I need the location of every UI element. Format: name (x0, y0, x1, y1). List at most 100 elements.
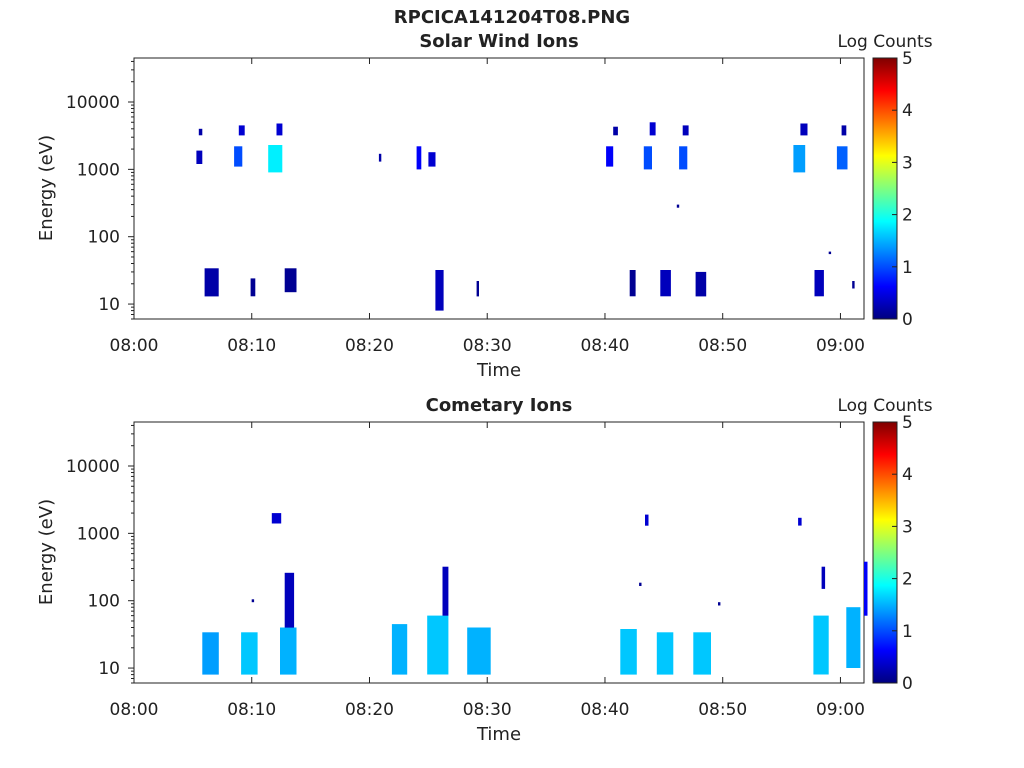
colorbar-1: Log Counts 0 1 2 3 4 5 (837, 32, 932, 330)
panel-2-data (202, 513, 868, 675)
panel-1-ytick-label-0: 10 (98, 295, 120, 315)
panel-1-patch-17 (836, 146, 848, 170)
colorbar-1-label: Log Counts (837, 32, 932, 52)
panel-2-patch-1 (241, 632, 258, 675)
colorbar-2-tick-label-3: 3 (902, 517, 913, 537)
panel-2-patch-11 (645, 514, 649, 526)
panel-2-patch-7 (427, 615, 449, 675)
panel-2-xtick-label-3: 08:30 (463, 700, 512, 720)
colorbar-2-tick-label-5: 5 (902, 413, 913, 433)
panel-1-patch-30 (852, 281, 855, 289)
panel-2-ytick-label-0: 10 (98, 659, 120, 679)
panel-1-patch-2 (234, 146, 243, 167)
panel-2-y-axis: 10 100 1000 10000 (66, 424, 134, 684)
cometary-panel: 08:00 08:10 08:20 08:30 08:40 08:50 09:00 1010… (36, 421, 868, 745)
panel-1-data (196, 122, 855, 311)
colorbar-1-tick-label-5: 5 (902, 49, 913, 69)
panel-1-xtick-label-0: 08:00 (110, 336, 159, 356)
panel-1-patch-0 (196, 150, 203, 164)
solar-wind-panel: 08:00 08:10 08:20 08:30 08:40 08:50 09:00 10 10… (36, 57, 865, 381)
panel-1-x-axis: 08:00 08:10 08:20 08:30 08:40 08:50 09:00 (110, 58, 865, 356)
panel-2-patch-19 (846, 607, 861, 668)
panel-2-xtick-label-5: 08:50 (698, 700, 747, 720)
panel-1-patch-7 (416, 146, 422, 170)
panel-2-patch-0 (202, 632, 219, 675)
panel-2-patch-15 (718, 602, 721, 606)
panel-1-patch-24 (435, 270, 444, 311)
panel-2-ylabel: Energy (eV) (36, 499, 57, 605)
panel-2-patch-3 (284, 572, 295, 628)
panel-2-ytick-label-1: 100 (88, 592, 120, 612)
panel-1-patch-26 (629, 270, 636, 297)
panel-2-patch-16 (798, 517, 802, 526)
panel-1-xtick-label-2: 08:20 (345, 336, 394, 356)
panel-1-patch-5 (276, 123, 283, 136)
colorbar-1-ticks: 0 1 2 3 4 5 (892, 49, 913, 330)
panel-2-patch-2 (280, 627, 297, 675)
panel-1-xtick-label-6: 09:00 (816, 336, 865, 356)
panel-1-patch-15 (793, 145, 806, 173)
colorbar-1-tick-label-0: 0 (902, 310, 913, 330)
panel-1-patch-19 (676, 204, 680, 208)
panel-1-patch-14 (682, 125, 689, 136)
panel-1-patch-8 (428, 152, 436, 167)
colorbar-1-tick-label-3: 3 (902, 153, 913, 173)
panel-2-patch-10 (620, 629, 637, 675)
panel-1-title: Solar Wind Ions (419, 31, 579, 52)
colorbar-2-gradient (872, 421, 898, 684)
panel-1-patch-16 (800, 123, 808, 136)
panel-1-xtick-label-3: 08:30 (463, 336, 512, 356)
panel-2-patch-12 (639, 582, 642, 586)
panel-1-patch-18 (841, 125, 847, 136)
panel-1-patch-9 (606, 146, 614, 167)
colorbar-2: Log Counts 0 1 2 3 4 5 (837, 396, 932, 694)
panel-2-patch-17 (813, 615, 829, 675)
colorbar-2-label: Log Counts (837, 396, 932, 416)
panel-2-xlabel: Time (476, 724, 521, 745)
panel-1-patch-10 (613, 126, 618, 136)
colorbar-2-tick-label-1: 1 (902, 622, 913, 642)
panel-1-patch-6 (378, 153, 382, 162)
panel-2-xtick-label-6: 09:00 (816, 700, 865, 720)
panel-1-ytick-label-3: 10000 (66, 93, 120, 113)
panel-1-y-axis: 10 100 1000 10000 (66, 60, 134, 320)
panel-2-ytick-label-2: 1000 (77, 524, 120, 544)
panel-1-patch-1 (198, 128, 203, 136)
panel-2-title: Cometary Ions (425, 395, 573, 416)
colorbar-2-ticks: 0 1 2 3 4 5 (892, 413, 913, 694)
panel-2-ytick-label-3: 10000 (66, 457, 120, 477)
panel-1-patch-11 (643, 146, 652, 170)
colorbar-2-tick-label-4: 4 (902, 465, 913, 485)
panel-1-xtick-label-1: 08:10 (227, 336, 276, 356)
panel-1-patch-22 (250, 278, 256, 297)
panel-1-ytick-label-1: 100 (88, 228, 120, 248)
figure-title: RPCICA141204T08.PNG (393, 7, 631, 28)
colorbar-2-tick-label-0: 0 (902, 674, 913, 694)
panel-2-xtick-label-0: 08:00 (110, 700, 159, 720)
panel-2-xtick-label-2: 08:20 (345, 700, 394, 720)
panel-1-patch-3 (238, 125, 245, 136)
panel-1-patch-28 (695, 271, 707, 297)
panel-1-patch-13 (679, 146, 688, 170)
panel-1-patch-27 (660, 270, 671, 297)
panel-2-xtick-label-4: 08:40 (580, 700, 629, 720)
panel-2-patch-4 (271, 513, 282, 524)
panel-1-patch-4 (268, 145, 283, 173)
panel-2-x-axis: 08:00 08:10 08:20 08:30 08:40 08:50 09:00 (110, 422, 865, 720)
panel-2-patch-13 (656, 632, 674, 675)
panel-1-xtick-label-5: 08:50 (698, 336, 747, 356)
panel-1-patch-25 (476, 281, 479, 297)
panel-1-xtick-label-4: 08:40 (580, 336, 629, 356)
panel-1-xlabel: Time (476, 360, 521, 381)
panel-2-patch-20 (864, 561, 868, 616)
colorbar-1-tick-label-2: 2 (902, 206, 913, 226)
panel-1-patch-23 (284, 268, 297, 293)
panel-2-patch-5 (251, 599, 255, 603)
panel-2-xtick-label-1: 08:10 (227, 700, 276, 720)
panel-2-patch-8 (442, 566, 449, 616)
panel-1-ylabel: Energy (eV) (36, 135, 57, 241)
panel-2-patch-6 (391, 624, 408, 675)
panel-1-patch-20 (828, 251, 832, 255)
panel-1-patch-29 (814, 270, 824, 297)
